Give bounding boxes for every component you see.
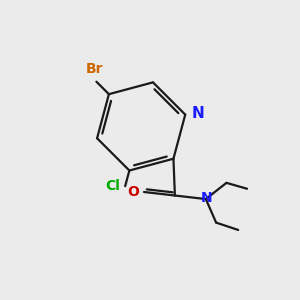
- Text: Cl: Cl: [105, 179, 120, 193]
- Text: N: N: [192, 106, 205, 121]
- Text: N: N: [201, 191, 212, 205]
- Text: O: O: [127, 185, 139, 199]
- Text: Br: Br: [86, 62, 104, 76]
